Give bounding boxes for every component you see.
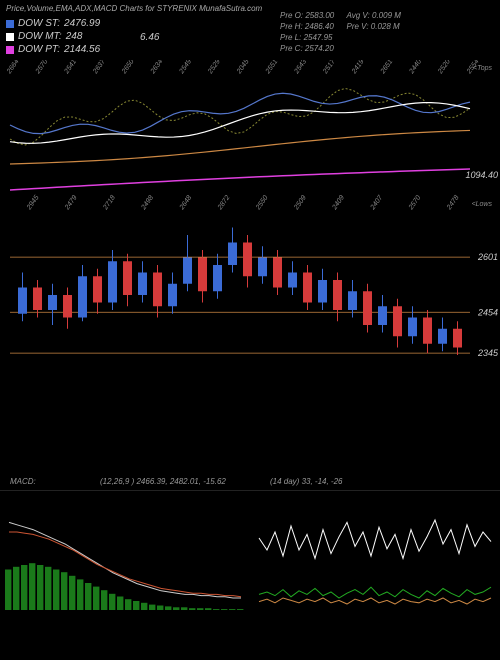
macd-text: (12,26,9 ) 2466.39, 2482.01, -15.62 bbox=[100, 477, 226, 486]
svg-text:2570: 2570 bbox=[34, 60, 49, 76]
svg-text:2517: 2517 bbox=[322, 60, 338, 76]
ohlc-l: Pre L: 2547.95 bbox=[280, 32, 334, 43]
swatch-pt bbox=[6, 46, 14, 54]
swatch-mt bbox=[6, 33, 14, 41]
svg-text:2945: 2945 bbox=[25, 194, 40, 212]
bottom-panels bbox=[0, 490, 500, 620]
svg-text:2570: 2570 bbox=[407, 194, 422, 212]
svg-text:<Tops: <Tops bbox=[473, 65, 493, 72]
macd-panel bbox=[0, 490, 250, 620]
svg-text:2872: 2872 bbox=[216, 194, 231, 212]
svg-text:2651: 2651 bbox=[379, 60, 394, 76]
legend: DOW ST: 2476.99 DOW MT: 248 DOW PT: 2144… bbox=[6, 18, 100, 57]
svg-text:2551: 2551 bbox=[264, 60, 279, 76]
svg-text:2648: 2648 bbox=[178, 194, 193, 212]
adx-text: (14 day) 33, -14, -26 bbox=[270, 477, 342, 486]
svg-text:2718: 2718 bbox=[102, 194, 117, 212]
legend-pt: DOW PT: 2144.56 bbox=[6, 44, 100, 55]
svg-text:2479: 2479 bbox=[64, 194, 79, 212]
svg-text:2454: 2454 bbox=[477, 307, 498, 317]
ohlc-block: Pre O: 2583.00 Pre H: 2486.40 Pre L: 254… bbox=[280, 10, 411, 54]
legend-st-value: 2476.99 bbox=[64, 18, 100, 29]
legend-pt-value: 2144.56 bbox=[64, 44, 100, 55]
svg-text:2664: 2664 bbox=[5, 60, 20, 76]
svg-text:2637: 2637 bbox=[92, 60, 108, 76]
legend-mt-extra: 6.46 bbox=[140, 32, 159, 43]
svg-text:2541: 2541 bbox=[63, 60, 78, 76]
svg-text:2634: 2634 bbox=[149, 60, 164, 76]
ohlc-prev: Pre V: 0.028 M bbox=[347, 21, 401, 32]
adx-panel bbox=[250, 490, 500, 620]
legend-mt-value: 248 bbox=[66, 31, 83, 42]
legend-mt-label: DOW MT: bbox=[18, 31, 62, 42]
legend-mt: DOW MT: 248 bbox=[6, 31, 100, 42]
svg-text:2407: 2407 bbox=[369, 193, 385, 211]
svg-text:2650: 2650 bbox=[120, 60, 135, 76]
svg-text:2601: 2601 bbox=[477, 252, 498, 262]
page-title: Price,Volume,EMA,ADX,MACD Charts for STY… bbox=[6, 4, 262, 13]
svg-text:2529: 2529 bbox=[207, 60, 222, 76]
svg-text:2509: 2509 bbox=[293, 194, 308, 212]
ohlc-avgv: Avg V: 0.009 M bbox=[347, 10, 401, 21]
svg-text:2409: 2409 bbox=[331, 194, 346, 212]
ohlc-o: Pre O: 2583.00 bbox=[280, 10, 334, 21]
ohlc-h: Pre H: 2486.40 bbox=[280, 21, 334, 32]
svg-text:2478: 2478 bbox=[445, 194, 460, 212]
main-chart: 2664 2570 2541 2637 2650 2634 2549 2529 2045 2551… bbox=[0, 60, 500, 380]
macd-label: MACD: bbox=[10, 477, 36, 486]
svg-text:2440: 2440 bbox=[408, 60, 423, 76]
svg-text:2498: 2498 bbox=[140, 194, 155, 212]
svg-text:1094.40: 1094.40 bbox=[465, 170, 498, 180]
legend-st: DOW ST: 2476.99 bbox=[6, 18, 100, 29]
svg-text:2550: 2550 bbox=[254, 194, 269, 212]
svg-text:2520: 2520 bbox=[437, 60, 452, 76]
ohlc-c: Pre C: 2574.20 bbox=[280, 43, 334, 54]
svg-text:2045: 2045 bbox=[235, 60, 250, 76]
legend-st-label: DOW ST: bbox=[18, 18, 60, 29]
svg-text:2419: 2419 bbox=[350, 60, 365, 76]
svg-text:<Lows: <Lows bbox=[472, 201, 493, 208]
svg-text:2345: 2345 bbox=[477, 348, 499, 358]
svg-text:2549: 2549 bbox=[178, 60, 193, 76]
svg-text:2543: 2543 bbox=[293, 60, 308, 76]
legend-pt-label: DOW PT: bbox=[18, 44, 60, 55]
swatch-st bbox=[6, 20, 14, 28]
